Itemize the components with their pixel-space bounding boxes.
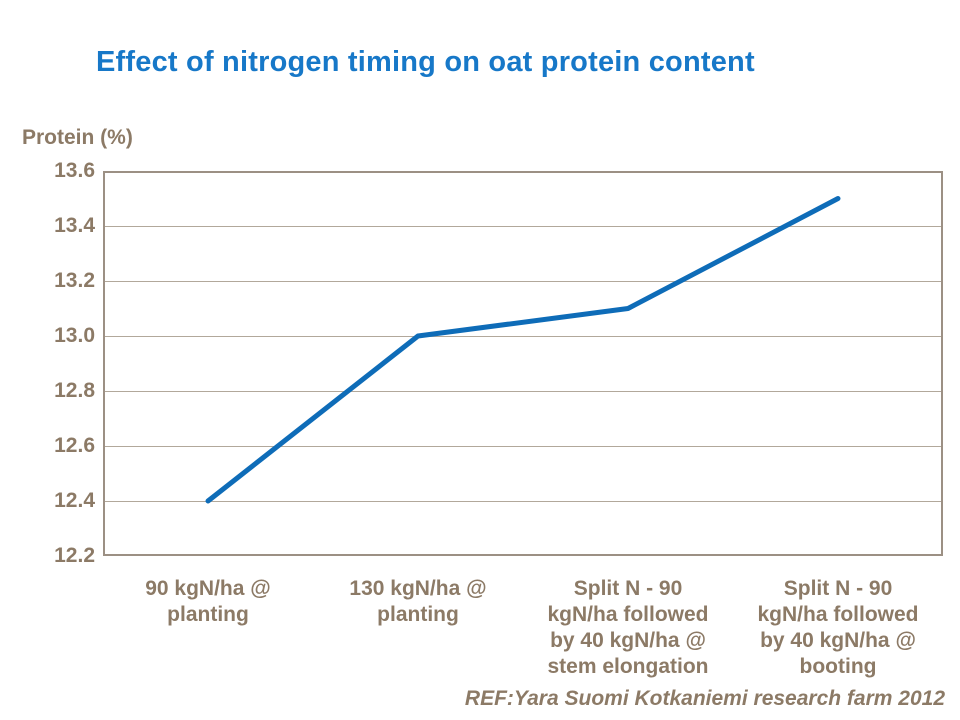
y-tick-label: 12.4 — [54, 489, 95, 512]
x-category-label-text: Split N - 90 kgN/ha followed by 40 kgN/h… — [547, 577, 709, 678]
x-category-label: Split N - 90 kgN/ha followed by 40 kgN/h… — [733, 576, 943, 680]
y-tick-label: 12.2 — [54, 544, 95, 567]
x-category-label-text: 130 kgN/ha @ planting — [349, 577, 487, 626]
protein-line-series — [205, 196, 841, 504]
chart-title: Effect of nitrogen timing on oat protein… — [96, 46, 755, 78]
x-category-label-text: Split N - 90 kgN/ha followed by 40 kgN/h… — [757, 577, 919, 678]
x-category-label-text: 90 kgN/ha @ planting — [145, 577, 271, 626]
reference-note: REF:Yara Suomi Kotkaniemi research farm … — [464, 687, 945, 710]
plot-area — [103, 171, 943, 556]
gridline — [103, 446, 943, 447]
y-tick-label: 13.0 — [54, 324, 95, 347]
plot-border — [103, 171, 943, 556]
x-category-label: 90 kgN/ha @ planting — [103, 576, 313, 680]
y-tick-label: 12.6 — [54, 434, 95, 457]
gridline — [103, 391, 943, 392]
y-tick-label: 13.6 — [54, 159, 95, 182]
x-category-label: 130 kgN/ha @ planting — [313, 576, 523, 680]
y-tick-label: 13.4 — [54, 214, 95, 237]
protein-line — [205, 196, 841, 504]
y-tick-label: 13.2 — [54, 269, 95, 292]
gridline — [103, 501, 943, 502]
gridline — [103, 336, 943, 337]
y-tick-label: 12.8 — [54, 379, 95, 402]
y-axis-title: Protein (%) — [22, 126, 133, 149]
x-category-label: Split N - 90 kgN/ha followed by 40 kgN/h… — [523, 576, 733, 680]
gridline — [103, 281, 943, 282]
gridline — [103, 226, 943, 227]
x-axis-labels: 90 kgN/ha @ planting 130 kgN/ha @ plantin… — [103, 576, 943, 680]
